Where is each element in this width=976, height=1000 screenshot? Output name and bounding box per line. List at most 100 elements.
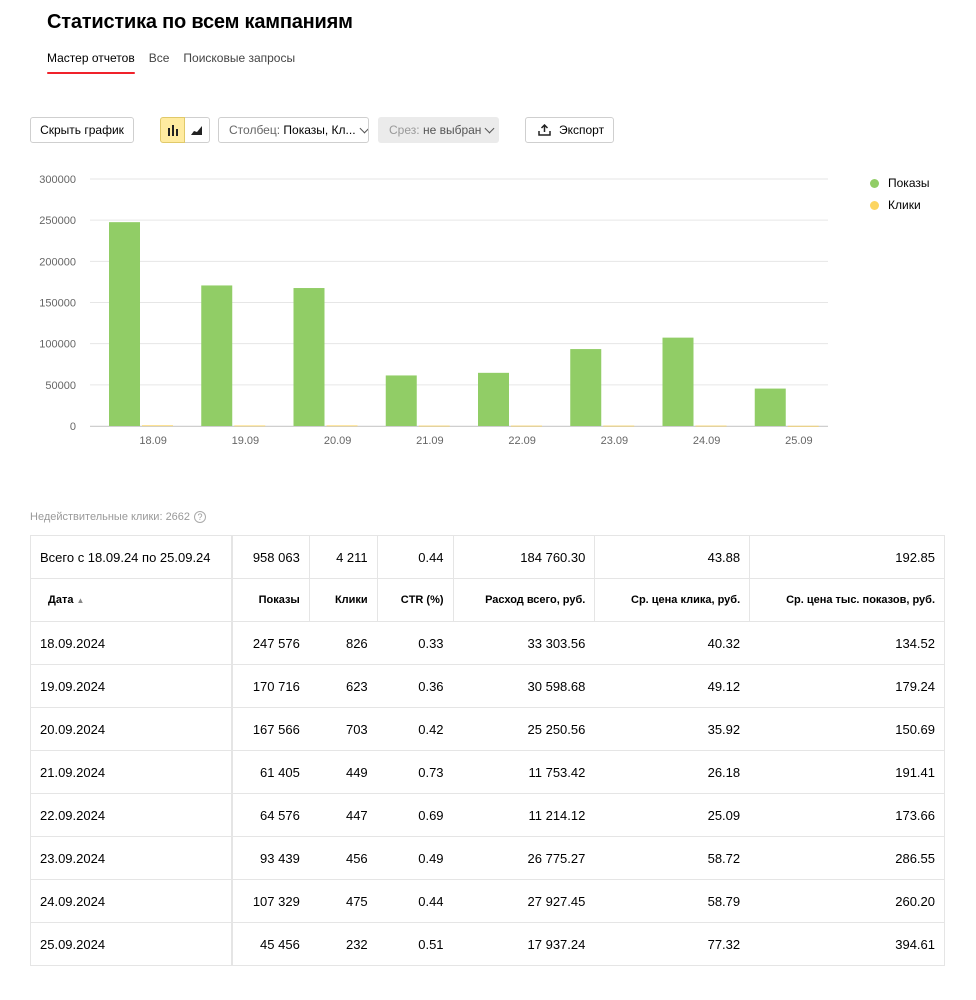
tab-report-master[interactable]: Мастер отчетов bbox=[47, 51, 135, 74]
area-chart-icon[interactable] bbox=[185, 117, 210, 143]
column-header-date[interactable]: Дата ▲ bbox=[30, 578, 233, 622]
bar-clicks[interactable] bbox=[787, 425, 819, 427]
cell-cpm: 179.24 bbox=[749, 664, 945, 708]
cell-date: 22.09.2024 bbox=[30, 793, 233, 837]
bar-shows[interactable] bbox=[201, 285, 233, 426]
tab-all[interactable]: Все bbox=[148, 51, 170, 65]
hide-chart-button[interactable]: Скрыть график bbox=[30, 117, 134, 143]
table-row: 22.09.2024 64 576 447 0.69 11 214.12 25.09 173… bbox=[30, 793, 945, 837]
chart-type-switch bbox=[160, 117, 210, 143]
bar-shows[interactable] bbox=[109, 222, 140, 426]
cell-cpm: 150.69 bbox=[749, 707, 945, 751]
x-tick-label: 22.09 bbox=[508, 435, 536, 447]
impressions-clicks-chart: 300000 250000 200000 150000 100000 50000 0 18.… bbox=[39, 174, 828, 447]
cell-spend: 30 598.68 bbox=[452, 664, 596, 708]
y-tick-label: 250000 bbox=[39, 215, 76, 227]
column-header-spend[interactable]: Расход всего, руб. bbox=[452, 578, 596, 622]
cell-cpc: 40.32 bbox=[594, 621, 751, 665]
bar-chart-icon[interactable] bbox=[160, 117, 185, 143]
legend-item-clicks[interactable]: Клики bbox=[870, 194, 929, 216]
cell-date: 21.09.2024 bbox=[30, 750, 233, 794]
cell-cpc: 25.09 bbox=[594, 793, 751, 837]
cell-clicks: 232 bbox=[308, 922, 378, 966]
cell-date: 24.09.2024 bbox=[30, 879, 233, 923]
column-select-label: Столбец: bbox=[229, 123, 281, 137]
export-button[interactable]: Экспорт bbox=[525, 117, 614, 143]
cell-shows: 247 576 bbox=[231, 621, 310, 665]
column-select[interactable]: Столбец: Показы, Кл... bbox=[218, 117, 369, 143]
cell-ctr: 0.73 bbox=[376, 750, 454, 794]
cell-cpc: 58.79 bbox=[594, 879, 751, 923]
cell-ctr: 0.33 bbox=[376, 621, 454, 665]
bar-clicks[interactable] bbox=[326, 425, 358, 427]
column-select-value: Показы, Кл... bbox=[283, 123, 356, 137]
x-tick-label: 19.09 bbox=[232, 435, 260, 447]
chevron-down-icon bbox=[484, 123, 495, 133]
y-tick-label: 150000 bbox=[39, 298, 76, 310]
cell-clicks: 449 bbox=[308, 750, 378, 794]
cell-clicks: 456 bbox=[308, 836, 378, 880]
column-header-clicks[interactable]: Клики bbox=[308, 578, 378, 622]
chevron-down-icon bbox=[359, 123, 368, 133]
bar-clicks[interactable] bbox=[603, 425, 635, 427]
cell-cpc: 35.92 bbox=[594, 707, 751, 751]
bar-shows[interactable] bbox=[570, 349, 602, 426]
question-circle-icon[interactable]: ? bbox=[194, 511, 207, 523]
tab-search-queries[interactable]: Поисковые запросы bbox=[183, 51, 296, 65]
bar-clicks[interactable] bbox=[142, 425, 173, 427]
cell-cpm: 286.55 bbox=[749, 836, 945, 880]
cell-shows: 167 566 bbox=[231, 707, 310, 751]
table-row: 18.09.2024 247 576 826 0.33 33 303.56 40.32 13… bbox=[30, 621, 945, 665]
cell-cpm: 191.41 bbox=[749, 750, 945, 794]
cell-shows: 93 439 bbox=[231, 836, 310, 880]
y-tick-label: 50000 bbox=[45, 380, 76, 392]
chart-toolbar: Скрыть график Столбец: Показы, Кл... Сре… bbox=[30, 117, 630, 143]
slice-select[interactable]: Срез: не выбран bbox=[378, 117, 499, 143]
bar-shows[interactable] bbox=[662, 337, 694, 426]
y-axis-ticks: 300000 250000 200000 150000 100000 50000 0 bbox=[39, 174, 76, 433]
bar-shows[interactable] bbox=[754, 388, 786, 426]
bar-shows[interactable] bbox=[385, 375, 417, 426]
y-tick-label: 200000 bbox=[39, 256, 76, 268]
column-header-cpm[interactable]: Ср. цена тыс. показов, руб. bbox=[749, 578, 945, 622]
legend-dot-shows bbox=[870, 178, 879, 188]
cell-spend: 33 303.56 bbox=[452, 621, 596, 665]
cell-shows: 61 405 bbox=[231, 750, 310, 794]
table-row: 21.09.2024 61 405 449 0.73 11 753.42 26.18 191… bbox=[30, 750, 945, 794]
cell-ctr: 0.42 bbox=[376, 707, 454, 751]
bar-shows[interactable] bbox=[478, 372, 509, 426]
column-header-ctr[interactable]: CTR (%) bbox=[376, 578, 454, 622]
column-header-shows[interactable]: Показы bbox=[231, 578, 310, 622]
table-row: 20.09.2024 167 566 703 0.42 25 250.56 35.92 15… bbox=[30, 707, 945, 751]
legend-label-shows: Показы bbox=[888, 176, 930, 190]
bar-clicks[interactable] bbox=[234, 425, 266, 427]
chart-grid bbox=[90, 178, 828, 427]
invalid-clicks-label: Недействительные клики: 2662 bbox=[30, 511, 191, 523]
chart-bars bbox=[109, 222, 819, 427]
cell-shows: 64 576 bbox=[231, 793, 310, 837]
cell-cpm: 260.20 bbox=[749, 879, 945, 923]
cell-clicks: 623 bbox=[308, 664, 378, 708]
cell-cpm: 134.52 bbox=[749, 621, 945, 665]
bar-clicks[interactable] bbox=[418, 425, 450, 427]
table-row: 23.09.2024 93 439 456 0.49 26 775.27 58.72 286… bbox=[30, 836, 945, 880]
cell-ctr: 0.69 bbox=[376, 793, 454, 837]
bar-clicks[interactable] bbox=[695, 425, 727, 427]
table-header-row: Дата ▲ Показы Клики CTR (%) Расход всего,… bbox=[30, 578, 945, 622]
cell-cpc: 77.32 bbox=[594, 922, 751, 966]
legend-item-shows[interactable]: Показы bbox=[870, 172, 929, 194]
total-ctr: 0.44 bbox=[376, 535, 454, 579]
bar-shows[interactable] bbox=[293, 288, 325, 426]
export-icon bbox=[538, 124, 551, 136]
cell-cpm: 173.66 bbox=[749, 793, 945, 837]
x-tick-label: 25.09 bbox=[785, 435, 813, 447]
cell-spend: 25 250.56 bbox=[452, 707, 596, 751]
cell-ctr: 0.49 bbox=[376, 836, 454, 880]
table-row: 19.09.2024 170 716 623 0.36 30 598.68 49.12 17… bbox=[30, 664, 945, 708]
bar-clicks[interactable] bbox=[511, 425, 542, 427]
y-tick-label: 100000 bbox=[39, 339, 76, 351]
cell-date: 25.09.2024 bbox=[30, 922, 233, 966]
export-label: Экспорт bbox=[559, 123, 605, 137]
column-header-cpc[interactable]: Ср. цена клика, руб. bbox=[594, 578, 751, 622]
total-spend: 184 760.30 bbox=[452, 535, 596, 579]
